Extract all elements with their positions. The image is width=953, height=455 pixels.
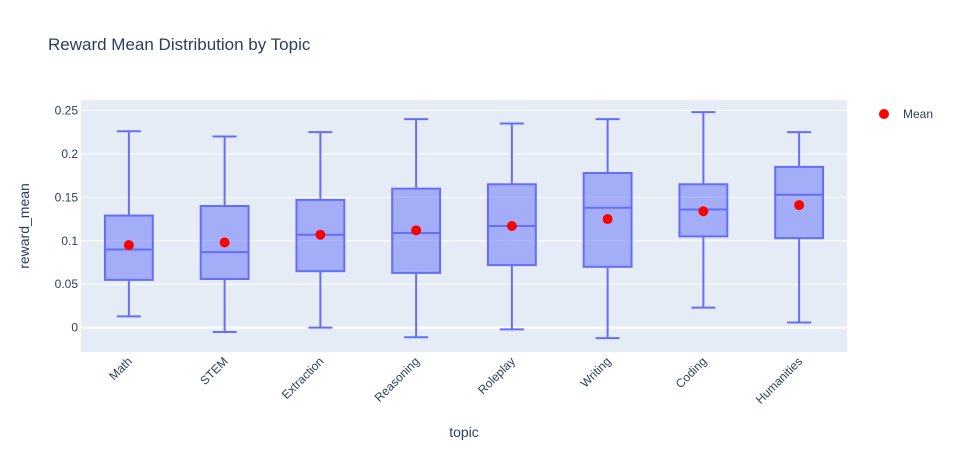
y-tick-label: 0.2 xyxy=(61,147,78,161)
y-tick-label: 0 xyxy=(71,321,78,335)
y-axis-title: reward_mean xyxy=(16,183,32,269)
mean-point[interactable] xyxy=(794,200,805,211)
mean-point[interactable] xyxy=(411,225,422,236)
box-stem[interactable] xyxy=(199,135,250,334)
x-tick-label: Extraction xyxy=(279,354,327,402)
y-tick-label: 0.1 xyxy=(61,234,78,248)
mean-point[interactable] xyxy=(315,229,326,240)
legend-label-mean: Mean xyxy=(903,107,933,121)
x-tick-labels: Math STEM Extraction Reasoning Roleplay Writi… xyxy=(106,354,805,406)
x-tick-label: Humanities xyxy=(753,354,805,406)
box-roleplay[interactable] xyxy=(486,122,537,331)
mean-point[interactable] xyxy=(698,206,709,217)
x-axis-title: topic xyxy=(449,424,479,440)
box-coding[interactable] xyxy=(678,111,729,309)
mean-point[interactable] xyxy=(506,221,517,231)
mean-point[interactable] xyxy=(123,240,134,251)
legend-marker-mean xyxy=(879,109,889,119)
x-tick-label: Roleplay xyxy=(475,354,518,397)
y-tick-labels: 0 0.05 0.1 0.15 0.2 0.25 xyxy=(55,103,79,334)
x-tick-label: STEM xyxy=(197,354,230,387)
x-tick-label: Reasoning xyxy=(372,354,422,404)
chart-title: Reward Mean Distribution by Topic xyxy=(48,35,311,54)
mean-markers xyxy=(123,200,805,251)
y-tick-label: 0.05 xyxy=(55,277,79,291)
y-tick-label: 0.25 xyxy=(55,103,79,117)
x-tick-label: Math xyxy=(106,354,135,383)
legend[interactable]: Mean xyxy=(879,107,933,121)
y-tick-label: 0.15 xyxy=(55,190,79,204)
plot-background xyxy=(81,100,847,352)
iqr-box xyxy=(486,183,537,267)
mean-point[interactable] xyxy=(602,214,613,225)
mean-point[interactable] xyxy=(219,237,230,248)
x-tick-label: Writing xyxy=(578,354,614,390)
x-tick-label: Coding xyxy=(673,354,710,391)
